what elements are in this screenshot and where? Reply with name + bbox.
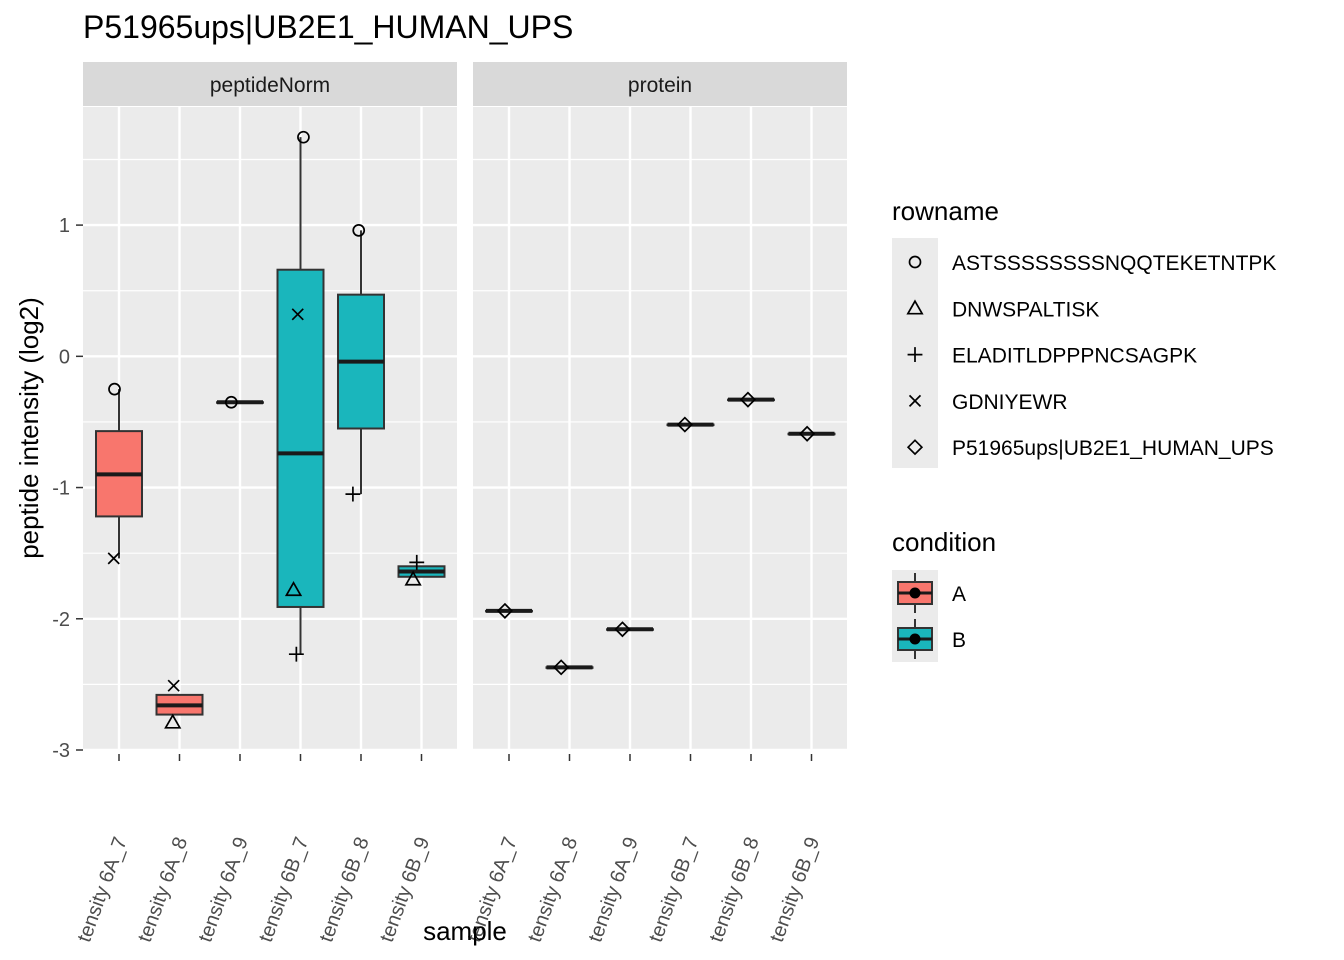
x-tick-label: tensity 6A_9 [584, 834, 642, 945]
legend-label: GDNIYEWR [952, 391, 1068, 414]
x-tick-label: tensity 6B_7 [255, 834, 313, 945]
legend: rowname ASTSSSSSSSSNQQTEKETNTPK DNWSPALTIS… [892, 196, 1276, 662]
data-point [739, 391, 757, 408]
legend-label: A [952, 583, 966, 606]
x-tick-label: tensity 6A_8 [134, 834, 192, 945]
box-B [337, 230, 385, 495]
legend-title-condition: condition [892, 527, 996, 557]
data-point [224, 395, 238, 409]
legend-label: ELADITLDPPPNCSAGPK [952, 345, 1197, 368]
x-tick-label: tensity 6B_7 [645, 834, 703, 945]
legend-key-box-icon [897, 619, 933, 659]
data-point [284, 581, 303, 597]
data-point [108, 382, 121, 396]
facet-strip [83, 62, 457, 106]
legend-key-box-icon [897, 573, 933, 613]
box-B [727, 397, 775, 402]
panel-background [83, 107, 457, 750]
x-tick-label: tensity 6B_9 [766, 834, 824, 945]
x-tick-label: tensity 6A_8 [524, 834, 582, 945]
y-tick-label: 1 [59, 215, 70, 237]
data-point [297, 130, 310, 144]
x-tick-label: tensity 6A_7 [73, 834, 131, 945]
y-tick-label: -2 [52, 609, 70, 631]
box-A [216, 400, 264, 405]
data-point [496, 602, 513, 619]
data-point [164, 713, 182, 729]
legend-key-circle-icon [908, 255, 922, 269]
box-B [397, 565, 446, 578]
x-tick-label: tensity 6B_8 [315, 834, 373, 945]
legend-key-dot [909, 587, 921, 599]
box-B [787, 431, 836, 436]
data-point [614, 621, 631, 638]
x-tick-label: tensity 6A_9 [194, 834, 252, 945]
data-point [345, 486, 361, 502]
data-point [291, 308, 304, 321]
box-A [95, 389, 143, 559]
box-A [155, 693, 204, 716]
facet-strip-label: protein [628, 74, 692, 97]
facet-strip-label: peptideNorm [210, 74, 330, 97]
y-tick-label: -3 [52, 740, 70, 762]
legend-label: DNWSPALTISK [952, 298, 1099, 321]
y-tick-label: -1 [52, 478, 70, 500]
data-point [288, 646, 304, 662]
legend-label: ASTSSSSSSSSNQQTEKETNTPK [952, 252, 1276, 275]
data-point [799, 425, 816, 442]
facet-strip [473, 62, 847, 106]
data-point [404, 570, 422, 586]
data-point [167, 679, 180, 692]
data-point [107, 552, 120, 565]
data-point [676, 416, 693, 433]
legend-key-cross-icon [908, 394, 922, 408]
x-axis-label: sample [423, 916, 507, 946]
data-point [409, 554, 425, 570]
legend-key-plus-icon [907, 347, 923, 363]
box-B [276, 137, 325, 655]
panel-background [473, 107, 847, 750]
legend-key-diamond-icon [906, 439, 924, 456]
legend-title-rowname: rowname [892, 196, 999, 226]
data-point [553, 659, 570, 676]
x-tick-label: tensity 6B_8 [705, 834, 763, 945]
legend-label: B [952, 629, 966, 652]
y-tick-label: 0 [59, 346, 70, 368]
legend-label: P51965ups|UB2E1_HUMAN_UPS [952, 437, 1274, 460]
data-point [352, 224, 366, 237]
legend-key-triangle-icon [906, 299, 924, 315]
y-axis-label: peptide intensity (log2) [14, 297, 44, 559]
chart-title: P51965ups|UB2E1_HUMAN_UPS [83, 9, 573, 45]
legend-key-dot [909, 633, 921, 645]
box-body [276, 268, 325, 608]
box-A [485, 608, 533, 613]
